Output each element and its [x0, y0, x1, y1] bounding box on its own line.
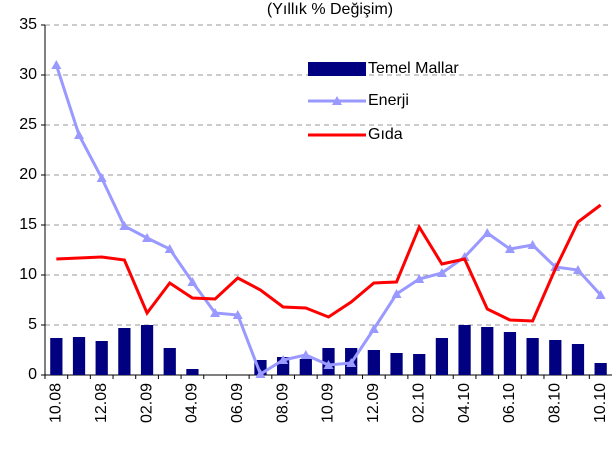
- y-tick-label: 5: [28, 316, 37, 333]
- marker: [96, 173, 107, 182]
- x-tick-label: 10.09: [320, 383, 337, 423]
- marker: [436, 268, 447, 277]
- bar: [367, 350, 380, 375]
- legend-label: Temel Mallar: [368, 60, 459, 77]
- bar: [140, 325, 154, 375]
- y-tick-label: 20: [19, 166, 37, 183]
- marker: [187, 277, 198, 286]
- x-tick-label: 04.10: [456, 383, 473, 423]
- marker: [346, 358, 357, 367]
- bar: [72, 337, 86, 375]
- bar: [458, 325, 471, 375]
- marker: [164, 244, 175, 253]
- marker: [368, 324, 379, 333]
- marker: [504, 244, 515, 253]
- marker: [300, 350, 311, 359]
- marker: [482, 228, 493, 237]
- legend-swatch: [308, 62, 366, 76]
- marker: [572, 265, 583, 274]
- x-tick-label: 02.10: [410, 383, 427, 423]
- legend-marker: [332, 96, 342, 105]
- y-tick-label: 0: [28, 366, 37, 383]
- x-tick-label: 02.09: [138, 383, 155, 423]
- bar: [549, 340, 562, 375]
- marker: [232, 310, 243, 319]
- bar: [118, 328, 131, 375]
- bar: [50, 338, 63, 375]
- marker: [210, 308, 221, 317]
- x-tick-label: 08.10: [547, 383, 564, 423]
- y-tick-label: 10: [19, 266, 37, 283]
- marker: [323, 360, 334, 369]
- x-tick-label: 04.09: [184, 383, 201, 423]
- x-tick-label: 06.10: [501, 383, 518, 423]
- y-tick-label: 35: [19, 16, 37, 33]
- bar: [571, 344, 585, 375]
- x-tick-label: 12.09: [365, 383, 382, 423]
- line: [54, 64, 602, 377]
- x-tick-label: 10.08: [48, 383, 65, 423]
- chart-title: (Yıllık % Değişim): [267, 1, 393, 18]
- marker: [119, 221, 130, 230]
- bar: [163, 348, 176, 375]
- marker: [278, 355, 289, 364]
- y-tick-label: 15: [19, 216, 37, 233]
- legend-label: Enerji: [368, 92, 409, 109]
- marker: [255, 369, 266, 378]
- bar: [594, 363, 607, 375]
- marker: [142, 233, 153, 242]
- y-tick-label: 25: [19, 116, 37, 133]
- bar: [95, 341, 108, 375]
- marker: [51, 60, 62, 69]
- bar: [413, 354, 426, 375]
- bar: [435, 338, 449, 375]
- bar: [186, 369, 199, 375]
- marker: [595, 290, 606, 299]
- y-tick-label: 30: [19, 66, 37, 83]
- x-tick-label: 06.09: [229, 383, 246, 423]
- marker: [527, 240, 538, 249]
- bar: [526, 338, 539, 375]
- x-tick-label: 08.09: [274, 383, 291, 423]
- marker: [391, 289, 402, 298]
- bar: [481, 327, 494, 375]
- x-tick-label: 12.08: [93, 383, 110, 423]
- line: [56, 203, 602, 323]
- marker: [74, 130, 85, 139]
- legend-label: Gıda: [368, 126, 403, 143]
- marker: [414, 274, 425, 283]
- bar: [390, 353, 403, 375]
- bar: [299, 359, 312, 375]
- bar: [503, 332, 517, 375]
- x-tick-label: 10.10: [592, 383, 609, 423]
